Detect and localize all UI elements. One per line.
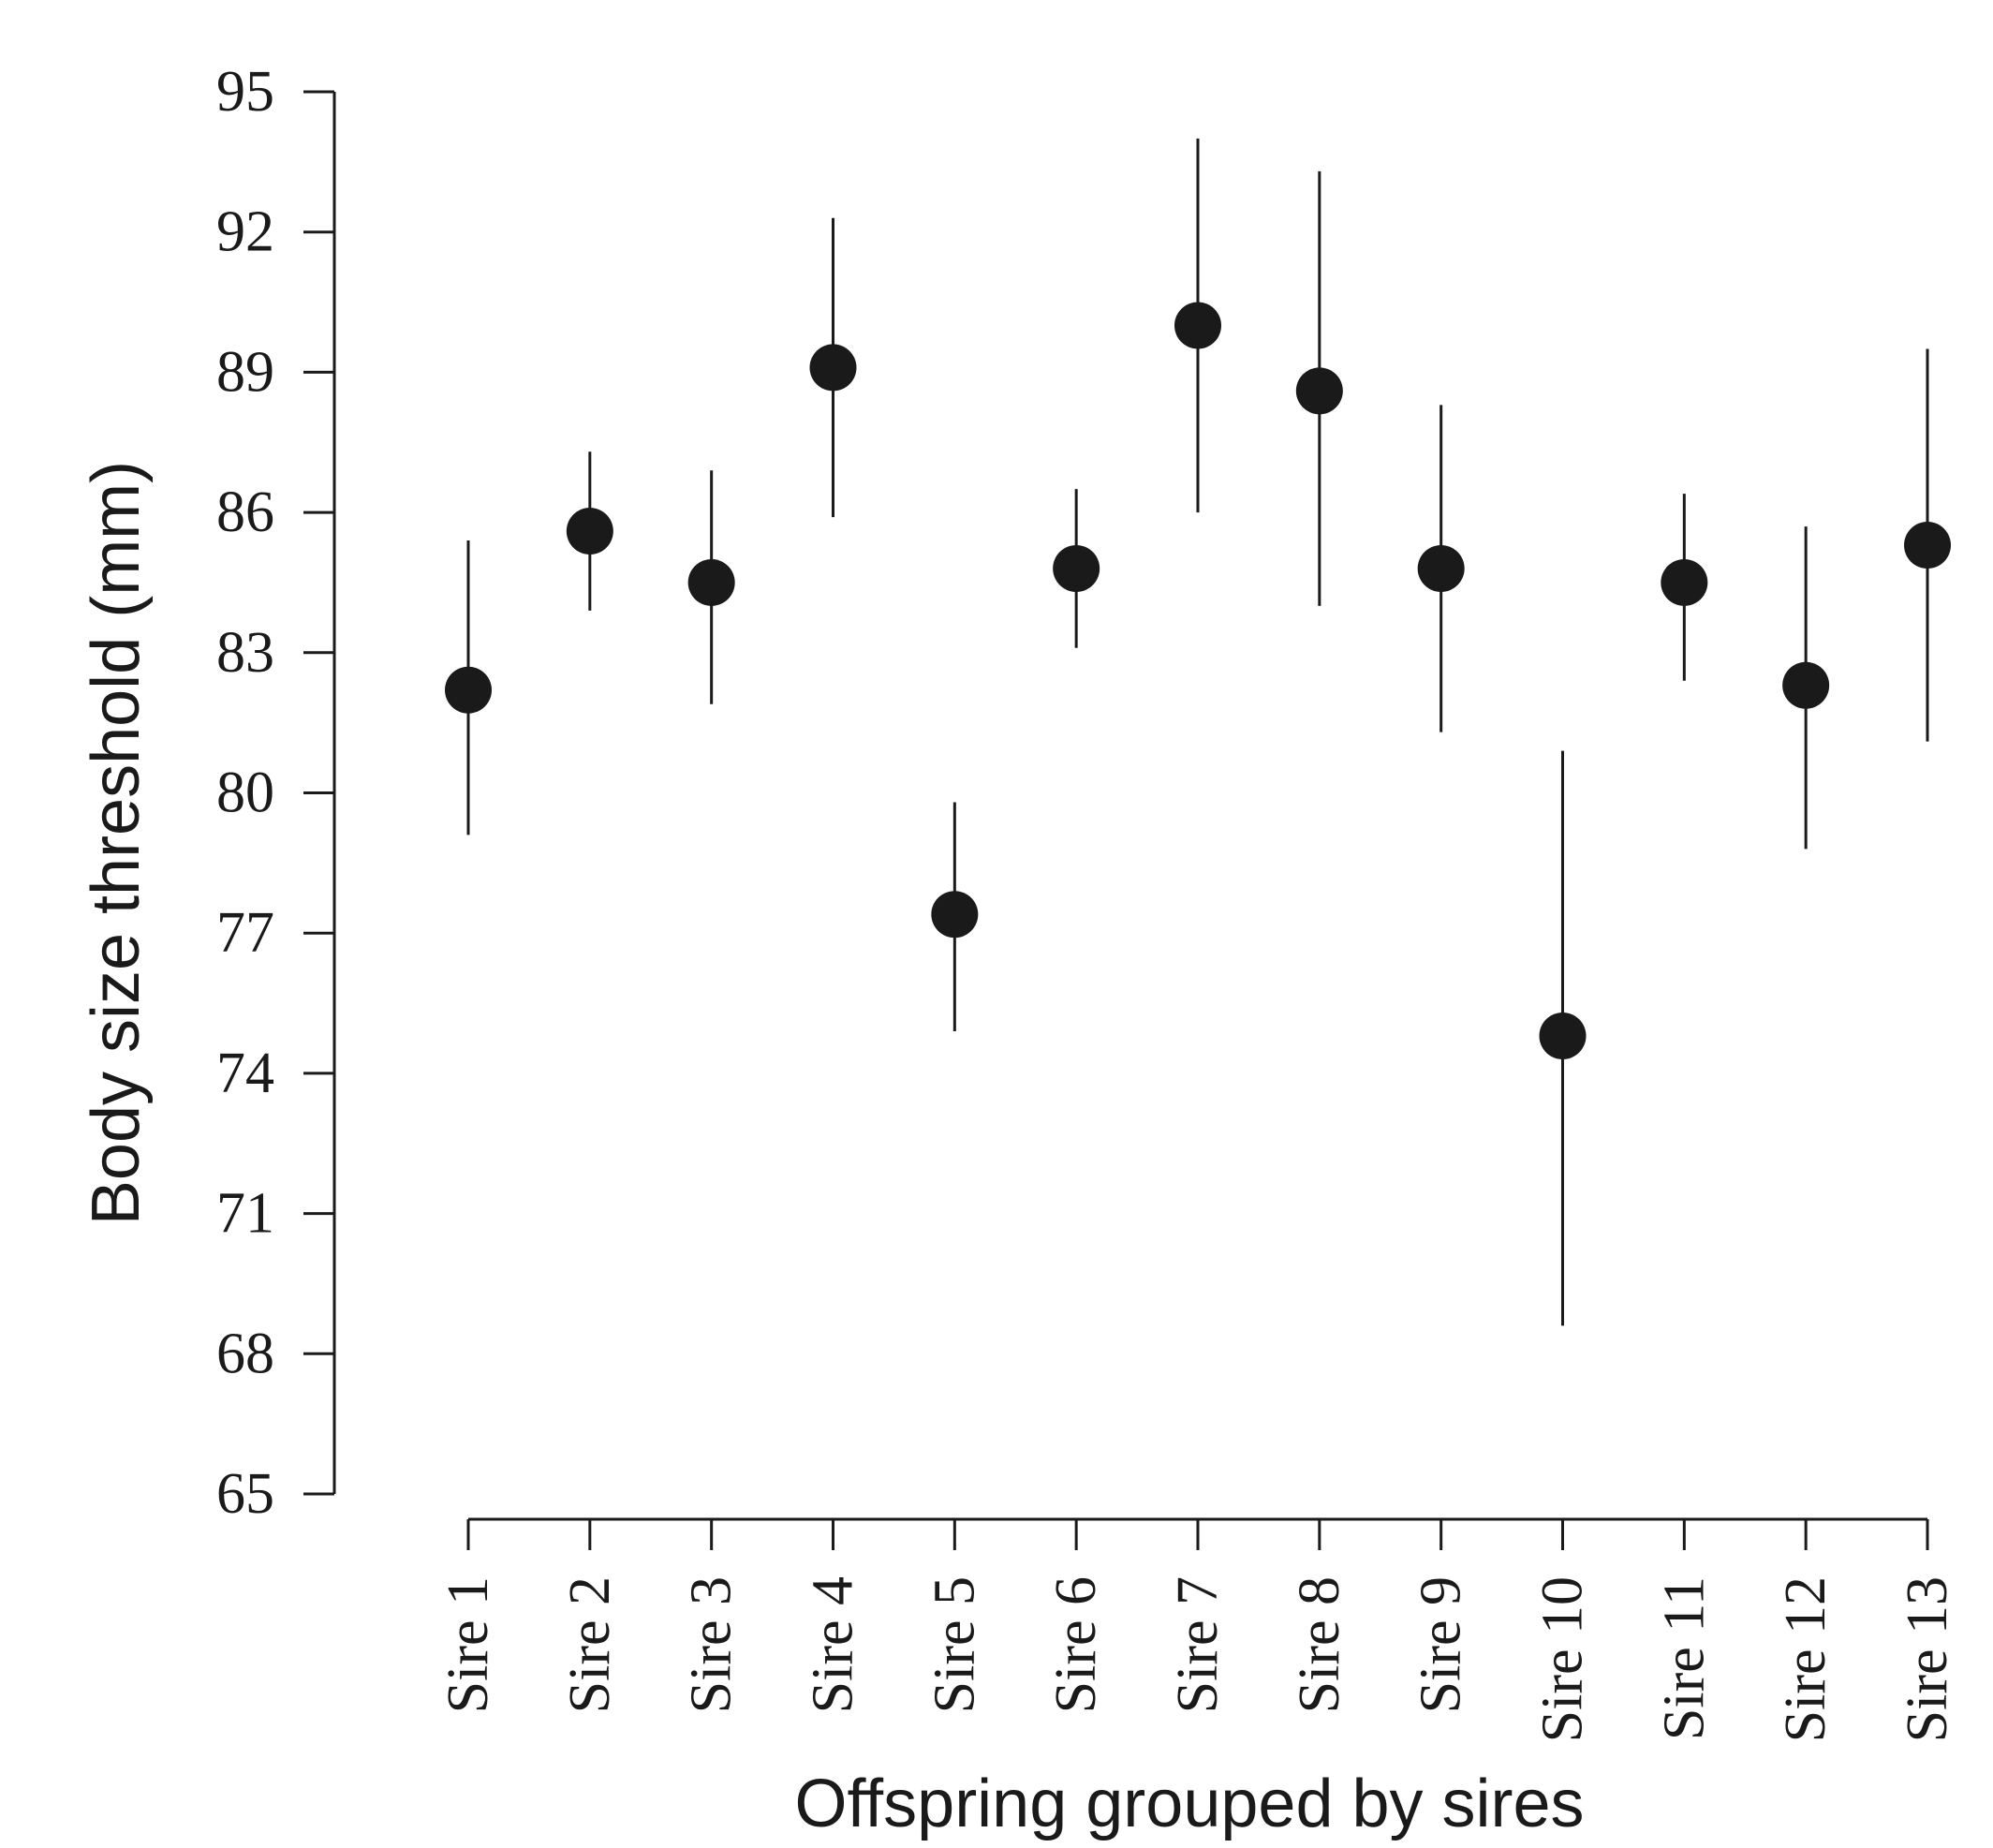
y-tick-label: 89 xyxy=(216,340,274,404)
y-tick-label: 95 xyxy=(216,60,274,124)
data-point xyxy=(445,666,492,714)
x-axis: Sire 1 Sire 2 Sire 3 Sire 4 Sire 5 Sire 6 Sire… xyxy=(436,1517,1959,1742)
x-axis-title: Offspring grouped by sires xyxy=(794,1767,1584,1841)
y-tick-label: 65 xyxy=(216,1462,274,1526)
y-tick-label: 92 xyxy=(216,200,274,264)
data-marks xyxy=(445,138,1951,1326)
data-point xyxy=(809,344,857,392)
data-point xyxy=(1417,544,1465,592)
y-tick-label: 83 xyxy=(216,621,274,685)
data-point xyxy=(687,558,735,606)
x-tick-label: Sire 4 xyxy=(802,1576,865,1713)
y-tick-label: 77 xyxy=(216,901,274,965)
y-tick-label: 86 xyxy=(216,480,274,544)
data-point xyxy=(566,508,613,555)
data-point xyxy=(1053,544,1100,592)
x-tick-label: Sire 1 xyxy=(436,1576,500,1713)
y-tick-label: 68 xyxy=(216,1322,274,1385)
data-point xyxy=(1539,1012,1587,1059)
x-tick-label: Sire 13 xyxy=(1896,1576,1959,1742)
y-tick-label: 71 xyxy=(216,1182,274,1246)
x-tick-label: Sire 5 xyxy=(923,1576,986,1713)
data-point xyxy=(1295,367,1343,415)
data-point xyxy=(931,891,979,939)
x-tick-label: Sire 9 xyxy=(1410,1576,1473,1713)
x-tick-label: Sire 3 xyxy=(680,1576,744,1713)
x-tick-label: Sire 6 xyxy=(1044,1576,1108,1713)
x-tick-label: Sire 7 xyxy=(1166,1576,1230,1713)
data-point xyxy=(1174,302,1221,349)
data-point xyxy=(1661,558,1708,606)
y-axis-title: Body size threshold (mm) xyxy=(79,461,154,1225)
x-tick-label: Sire 12 xyxy=(1774,1576,1838,1742)
data-point xyxy=(1904,522,1951,569)
y-tick-label: 80 xyxy=(216,761,274,825)
x-tick-label: Sire 2 xyxy=(558,1576,622,1713)
x-tick-label: Sire 11 xyxy=(1652,1576,1716,1740)
y-tick-label: 74 xyxy=(216,1042,274,1105)
data-point xyxy=(1782,661,1830,709)
y-axis: 95 92 89 86 83 80 77 74 71 68 65 xyxy=(216,60,336,1526)
x-tick-label: Sire 8 xyxy=(1288,1576,1351,1713)
x-tick-label: Sire 10 xyxy=(1531,1576,1595,1742)
